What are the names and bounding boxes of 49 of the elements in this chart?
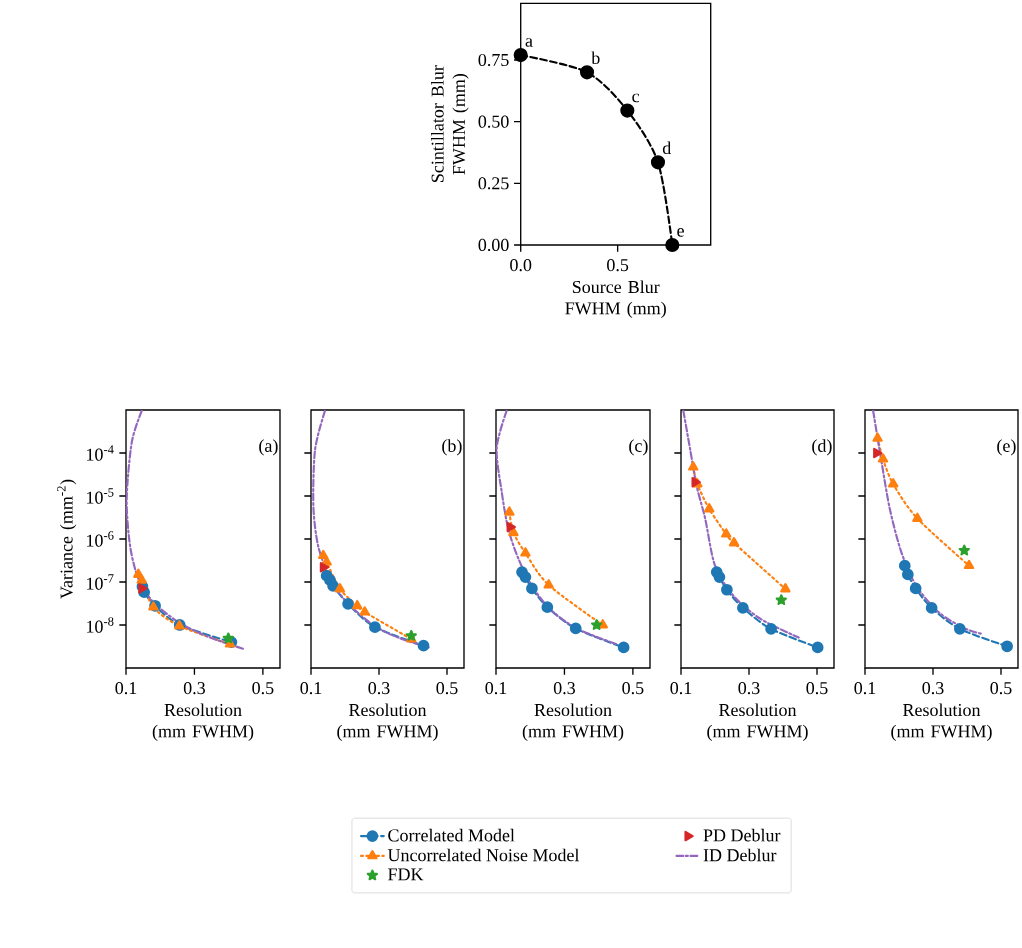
x-tick-label: 0.1 <box>115 682 137 695</box>
y-tick-label: 10$^{-8}$ <box>87 617 114 633</box>
x-axis-title: Resolution (mm FWHM) <box>707 703 808 742</box>
y-tick-label: 10$^{-7}$ <box>87 574 114 590</box>
x-tick-label: 0.0 <box>510 259 532 272</box>
x-tick-label: 0.1 <box>485 682 507 695</box>
y-axis-title: Variance (mm$^{-2}$) <box>57 479 77 599</box>
x-tick-label: 0.5 <box>607 259 629 272</box>
x-tick-label: 0.5 <box>806 682 828 695</box>
annotation: d <box>662 141 672 155</box>
legend-label: Correlated Model <box>388 828 515 842</box>
annotation: b <box>591 51 600 65</box>
x-tick-label: 0.3 <box>738 682 760 695</box>
x-tick-label: 0.3 <box>368 682 390 695</box>
x-tick-label: 0.5 <box>990 682 1012 695</box>
y-axis-title: Scintillator Blur FWHM (mm) <box>431 65 469 182</box>
x-tick-label: 0.1 <box>854 682 876 695</box>
annotation: c <box>632 93 640 103</box>
y-tick-label: 10$^{-4}$ <box>87 445 114 461</box>
x-tick-label: 0.1 <box>300 682 322 695</box>
x-tick-label: 0.1 <box>670 682 692 695</box>
annotation: (b) <box>442 439 462 456</box>
y-tick-label: 0.50 <box>478 115 509 128</box>
x-tick-label: 0.3 <box>553 682 575 695</box>
x-tick-label: 0.3 <box>183 682 205 695</box>
annotation: (d) <box>812 439 832 456</box>
y-tick-label: 0.75 <box>478 53 509 67</box>
x-axis-title: Source Blur FWHM (mm) <box>565 280 666 319</box>
x-tick-label: 0.5 <box>622 682 644 695</box>
x-axis-title: Resolution (mm FWHM) <box>337 703 438 742</box>
annotation: (c) <box>629 439 648 456</box>
x-tick-label: 0.5 <box>252 682 274 695</box>
annotation: (e) <box>997 439 1016 456</box>
x-axis-title: Resolution (mm FWHM) <box>522 703 624 742</box>
annotation: e <box>677 228 684 237</box>
legend-label: PD Deblur <box>703 828 781 842</box>
y-tick-label: 10$^{-5}$ <box>87 488 114 504</box>
annotation: a <box>525 38 533 47</box>
annotation: (a) <box>259 439 278 456</box>
x-axis-title: Resolution (mm FWHM) <box>891 703 992 742</box>
legend-label: ID Deblur <box>703 848 777 862</box>
y-tick-label: 10$^{-6}$ <box>87 531 114 547</box>
legend-label: FDK <box>388 868 424 881</box>
x-axis-title: Resolution (mm FWHM) <box>152 703 254 742</box>
y-tick-label: 0.25 <box>478 177 509 190</box>
y-tick-label: 0.00 <box>478 238 509 252</box>
legend-label: Uncorrelated Noise Model <box>387 848 580 862</box>
x-tick-label: 0.3 <box>922 682 944 695</box>
x-tick-label: 0.5 <box>436 682 458 695</box>
